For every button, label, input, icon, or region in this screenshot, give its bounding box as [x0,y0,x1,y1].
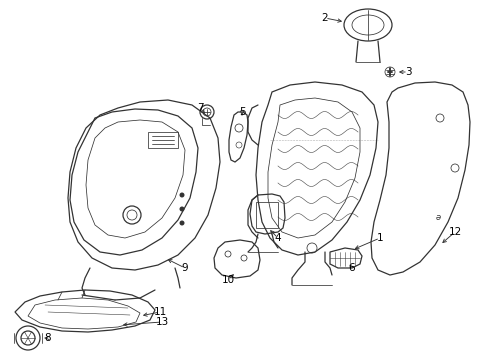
Text: 1: 1 [377,233,383,243]
Text: 3: 3 [405,67,411,77]
Text: ə: ə [436,213,441,222]
Text: 13: 13 [155,317,169,327]
Circle shape [179,207,185,211]
Text: 8: 8 [45,333,51,343]
Text: 5: 5 [239,107,245,117]
Text: 4: 4 [275,233,281,243]
Text: 9: 9 [182,263,188,273]
Text: 11: 11 [153,307,167,317]
Circle shape [179,220,185,225]
Text: 7: 7 [196,103,203,113]
Text: 10: 10 [221,275,235,285]
Text: 6: 6 [349,263,355,273]
Circle shape [179,193,185,198]
Text: 2: 2 [322,13,328,23]
Text: 12: 12 [448,227,462,237]
